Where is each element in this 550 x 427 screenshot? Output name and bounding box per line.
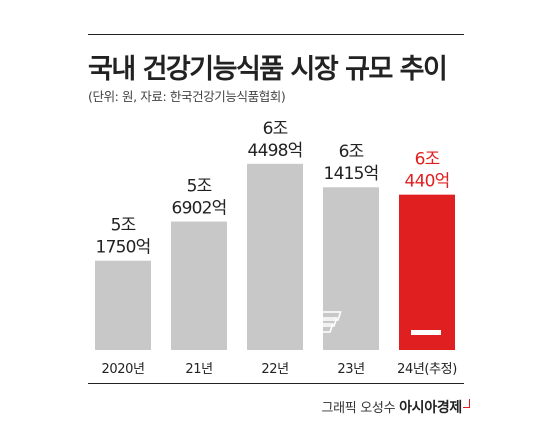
data-label-1-line-2: 1750억 [96,238,151,258]
top-rule [88,34,464,35]
data-label-3-line-2: 4498억 [248,141,303,161]
bar-2 [171,221,227,350]
brand-mark-icon [463,399,470,408]
x-tick-label-4: 23년 [337,362,364,377]
data-label-2-line-2: 6902억 [172,199,227,219]
x-tick-labels-group: 2020년 21년 22년 23년 24년(추정) [101,362,457,377]
bar-1 [95,260,151,350]
bar-5 [399,194,455,350]
data-label-4-line-2: 1415억 [324,164,379,184]
money-stack-icon [303,311,441,335]
data-label-1-line-1: 5조 [111,216,136,236]
data-label-3-line-1: 6조 [263,119,288,139]
data-label-4-line-1: 6조 [339,142,364,162]
bottom-rule [88,383,464,384]
chart-subtitle: (단위: 원, 자료: 한국건강기능식품협회) [88,89,286,104]
x-tick-label-2: 21년 [185,362,212,377]
data-label-5-line-2: 440억 [405,172,450,192]
brand-logo-text: 아시아경제 [399,400,462,416]
bars-group [95,163,455,350]
credit-line: 그래픽 오성수 아시아경제 [321,397,470,417]
x-tick-label-3: 22년 [261,362,288,377]
data-label-5-line-1: 6조 [415,150,440,170]
x-tick-label-5: 24년(추정) [397,362,457,377]
bar-4 [323,187,379,350]
x-tick-label-1: 2020년 [101,362,144,377]
chart-title: 국내 건강기능식품 시장 규모 추이 [88,54,448,85]
data-label-2-line-1: 5조 [187,177,212,197]
credit-prefix: 그래픽 오성수 [321,401,396,416]
bar-3 [247,163,303,350]
